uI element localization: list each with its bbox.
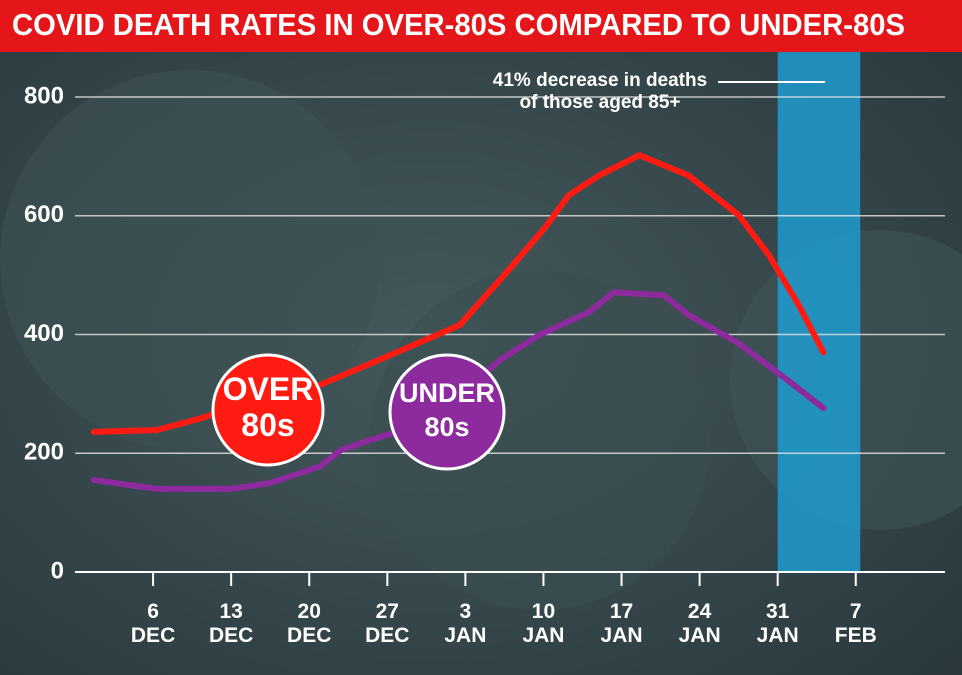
x-tick-label: 31 JAN xyxy=(757,600,799,647)
y-tick-label: 400 xyxy=(24,320,64,347)
legend-label: OVER 80s xyxy=(223,371,314,443)
x-tick-label: 13 DEC xyxy=(209,600,253,647)
x-tick-label: 3 JAN xyxy=(444,600,486,647)
background-virus xyxy=(0,70,380,450)
x-tick-label: 6 DEC xyxy=(131,600,175,647)
legend-label: UNDER 80s xyxy=(399,378,495,442)
highlight-band xyxy=(777,52,861,572)
y-tick-label: 0 xyxy=(51,557,64,584)
title-banner xyxy=(0,0,962,52)
x-tick-label: 27 DEC xyxy=(365,600,409,647)
x-tick-label: 17 JAN xyxy=(601,600,643,647)
legend-bubble xyxy=(388,353,506,471)
plot: 0 200 400 600 800 6 DEC 13 DEC 20 DEC 27 DEC 3 JAN 10 JA… xyxy=(24,52,945,647)
x-tick-label: 24 JAN xyxy=(679,600,721,647)
y-tick-label: 600 xyxy=(24,201,64,228)
x-tick-label: 7 FEB xyxy=(835,600,877,647)
y-tick-label: 800 xyxy=(24,82,64,109)
legend-bubble xyxy=(211,353,325,467)
x-tick-label: 10 JAN xyxy=(522,600,564,647)
annotation: 41% decrease in deaths of those aged 85+ xyxy=(493,70,707,113)
y-tick-label: 200 xyxy=(24,439,64,466)
x-tick-label: 20 DEC xyxy=(287,600,331,647)
chart-title: COVID DEATH RATES IN OVER-80S COMPARED T… xyxy=(12,7,905,42)
